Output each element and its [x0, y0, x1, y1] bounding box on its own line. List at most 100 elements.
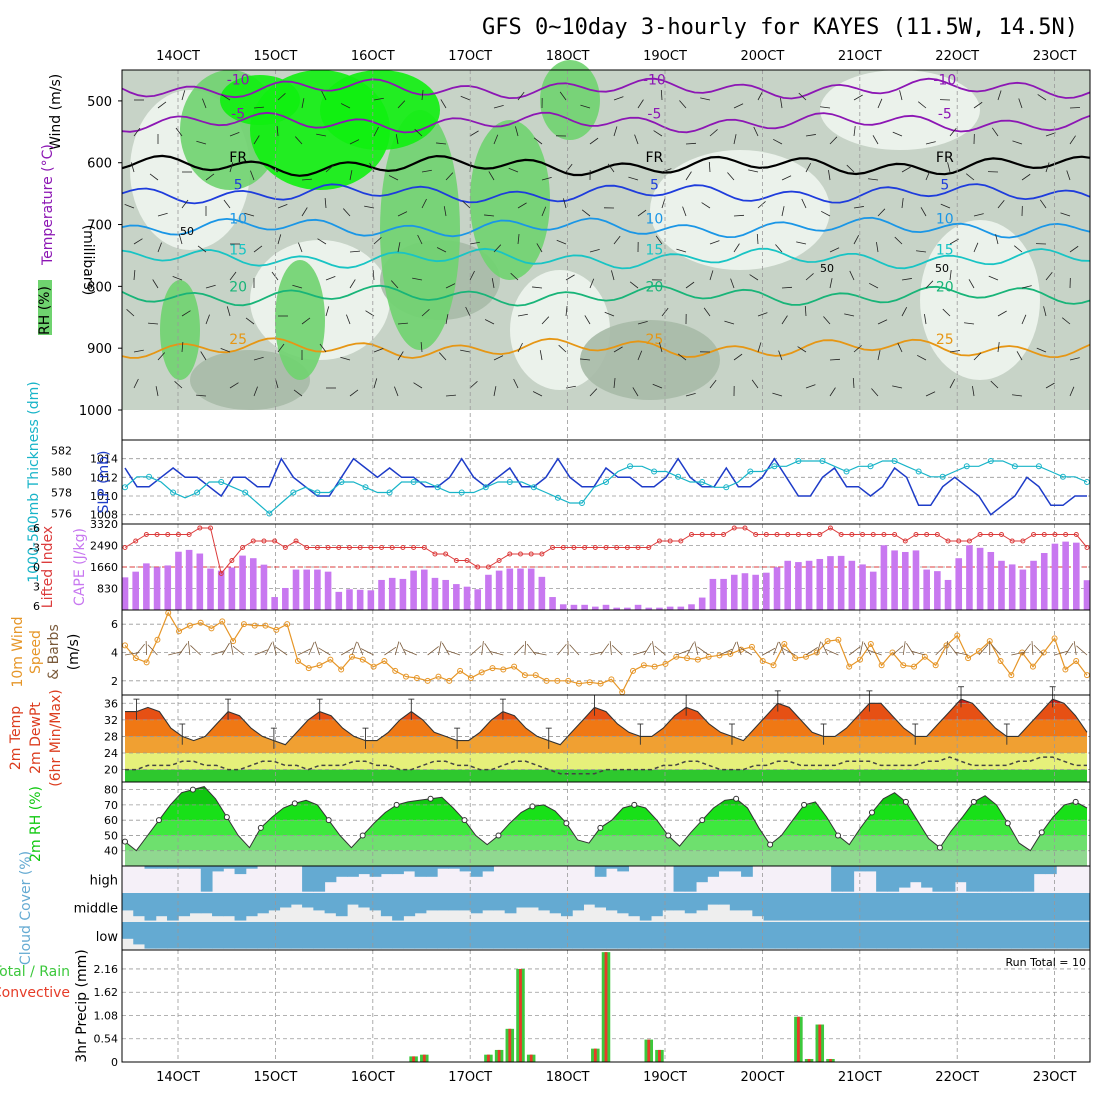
wind-barb: [852, 377, 855, 389]
precip-convective-bar: [529, 1054, 533, 1062]
li-point: [774, 532, 780, 537]
rh-region: [275, 260, 325, 380]
cloud-cover-bar: [932, 893, 945, 921]
top-date-axis: 14OCT 15OCT 16OCT 17OCT 18OCT 19OCT 20OCT 21OCT…: [156, 49, 1076, 64]
wind-barb: [200, 351, 207, 361]
wind-speed-point: [240, 621, 247, 628]
contour-label: 5: [940, 178, 949, 194]
surface-wind-barb: [394, 641, 400, 656]
li-point: [379, 545, 385, 550]
cloud-cover-bar: [606, 866, 618, 869]
wind-speed-point: [176, 628, 183, 635]
wind-barb: [820, 210, 831, 217]
wind-speed-point: [608, 676, 615, 683]
cloud-cover-bar: [932, 922, 945, 949]
surface-wind-barb: [805, 647, 818, 656]
cape-bar: [538, 576, 546, 610]
wind-speed-point: [857, 656, 864, 663]
wind-barb: [133, 127, 141, 137]
li-point: [443, 551, 449, 557]
li-point: [689, 532, 695, 537]
cloud-cover-bar: [628, 922, 641, 949]
cloud-cover-bar: [538, 922, 551, 949]
cloud-cover-bar: [988, 922, 1001, 949]
wind-barb: [223, 199, 231, 209]
wind-barb: [1045, 271, 1053, 281]
li-point: [763, 532, 769, 537]
rh-point: [1038, 829, 1045, 836]
upper-air-panel: -10 -10 -10 -5 -5 -5 FR FR FR 5 5 5 10 10 10 15 15 15 20 20…: [37, 60, 1091, 441]
wind-barb: [202, 98, 207, 109]
cloud-cover-bar: [729, 922, 742, 949]
wind-barb: [493, 355, 504, 361]
precip-convective-bar: [422, 1054, 426, 1062]
surface-wind-barb: [532, 651, 547, 656]
li-point: [346, 545, 352, 550]
wind-speed-point: [327, 656, 334, 663]
cloud-cover-bar: [515, 922, 528, 949]
wind-barb: [901, 278, 912, 281]
precip-tick: 0: [111, 1056, 118, 1069]
cloud-cover-bar: [392, 922, 404, 949]
chart-title: GFS 0~10day 3-hourly for KAYES (11.5W, 1…: [482, 15, 1078, 40]
cape-bar: [976, 547, 984, 610]
wind-barb: [709, 270, 714, 281]
cloud-cover-bar: [358, 866, 371, 875]
cape-bar: [1083, 580, 1091, 610]
pressure-tick: 1000: [79, 404, 112, 419]
contour-label: 15: [936, 243, 954, 259]
cloud-cover-bar: [966, 922, 978, 949]
wind-barb: [733, 353, 743, 361]
wind-barb: [414, 128, 423, 137]
wind-barb: [877, 350, 881, 361]
panel-side-label: & Barbs: [46, 624, 62, 680]
wind-barb: [589, 278, 595, 289]
cloud-cover-bar: [617, 893, 630, 914]
li-point: [913, 532, 919, 537]
wind-speed-point: [705, 653, 712, 660]
wind-barb: [421, 169, 432, 173]
wind-barb: [413, 382, 423, 389]
cloud-cover-bar: [954, 893, 967, 921]
wind-barb: [469, 241, 480, 245]
cloud-cover-bar: [988, 893, 1001, 921]
wind-speed-point: [586, 679, 593, 686]
thickness-point: [963, 463, 970, 470]
wind-speed-point: [1029, 663, 1036, 670]
wind-barb: [445, 172, 454, 181]
rh-legend-swatch: [38, 280, 52, 335]
li-point: [806, 532, 812, 537]
wind-speed-point: [435, 673, 442, 680]
cape-tick: 2490: [90, 540, 118, 553]
li-point: [208, 525, 214, 531]
temp-color-band: [125, 719, 1087, 737]
thickness-point: [651, 468, 658, 475]
temperature-contour: [121, 284, 1091, 307]
cloud-cover-bar: [1011, 866, 1023, 892]
cape-bar: [271, 597, 278, 610]
li-point: [849, 532, 855, 537]
contour-label: 25: [229, 332, 247, 348]
cloud-cover-bar: [943, 893, 956, 921]
cloud-cover-bar: [606, 893, 618, 911]
cape-bar: [923, 569, 930, 610]
wind-barb: [253, 245, 263, 253]
cloud-cover-bar: [1011, 893, 1023, 921]
wind-speed-point: [911, 663, 918, 670]
surface-wind-barb: [168, 651, 182, 656]
cape-bar: [944, 579, 952, 610]
cloud-cover-bar: [673, 866, 686, 892]
contour-label: 25: [645, 332, 663, 348]
wind-barb: [229, 162, 234, 173]
cape-bar: [752, 574, 759, 610]
surface-wind-barb: [230, 641, 234, 656]
thickness-point: [843, 468, 850, 475]
wind-barb: [703, 307, 711, 317]
cloud-cover-bar: [268, 893, 281, 911]
wind-barb: [443, 206, 447, 217]
cloud-cover-bar: [594, 866, 607, 877]
rh-point: [393, 801, 400, 808]
wind-speed-point: [424, 677, 431, 684]
wind-barb: [724, 320, 735, 325]
cloud-cover-bar: [673, 893, 686, 911]
